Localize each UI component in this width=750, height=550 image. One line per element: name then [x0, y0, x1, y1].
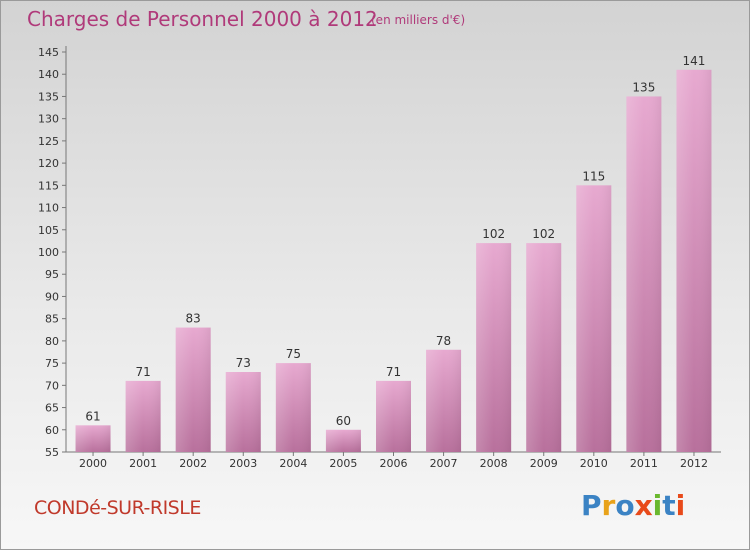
x-tick-label: 2006: [380, 457, 408, 470]
bar-value-label: 71: [386, 365, 401, 379]
x-tick-label: 2012: [680, 457, 708, 470]
y-tick-label: 100: [38, 246, 59, 259]
y-tick-label: 140: [38, 68, 59, 81]
bar-value-label: 73: [236, 356, 251, 370]
y-tick-label: 145: [38, 46, 59, 59]
bar-shine: [225, 372, 261, 452]
logo-letter: t: [662, 489, 676, 522]
proxiti-logo: Proxiti: [581, 489, 685, 522]
x-tick-label: 2000: [79, 457, 107, 470]
x-tick-label: 2009: [530, 457, 558, 470]
bar-shine: [426, 349, 462, 452]
bar-value-label: 60: [336, 414, 351, 428]
logo-letter: o: [615, 489, 635, 522]
y-tick-label: 90: [45, 290, 59, 303]
bar-shine: [676, 69, 712, 453]
x-tick-label: 2008: [480, 457, 508, 470]
x-tick-label: 2007: [430, 457, 458, 470]
x-tick-label: 2011: [630, 457, 658, 470]
y-tick-label: 80: [45, 335, 59, 348]
y-tick-label: 55: [45, 446, 59, 459]
x-tick-label: 2002: [179, 457, 207, 470]
y-tick-label: 75: [45, 357, 59, 370]
y-tick-label: 95: [45, 268, 59, 281]
y-tick-label: 85: [45, 313, 59, 326]
bar-shine: [175, 327, 211, 452]
logo-letter: x: [634, 489, 653, 522]
logo-letter: i: [652, 489, 663, 522]
logo-letter: i: [675, 489, 686, 522]
y-tick-label: 115: [38, 179, 59, 192]
bar-shine: [325, 429, 361, 452]
bar-value-label: 78: [436, 334, 451, 348]
logo-letter: P: [581, 489, 602, 522]
bar-shine: [526, 243, 562, 452]
y-tick-label: 60: [45, 424, 59, 437]
x-tick-label: 2010: [580, 457, 608, 470]
x-tick-label: 2005: [329, 457, 357, 470]
y-tick-label: 65: [45, 402, 59, 415]
x-tick-label: 2001: [129, 457, 157, 470]
chart-subtitle: (en milliers d'€): [371, 13, 466, 27]
y-tick-label: 110: [38, 202, 59, 215]
y-tick-label: 130: [38, 113, 59, 126]
bar-value-label: 135: [632, 80, 655, 94]
bar-value-label: 61: [85, 409, 100, 423]
place-name: CONDé-SUR-RISLE: [34, 497, 201, 519]
bar-shine: [626, 96, 662, 452]
y-tick-label: 70: [45, 379, 59, 392]
bar-shine: [75, 425, 111, 452]
bar-shine: [576, 185, 612, 453]
logo-letter: r: [601, 489, 616, 522]
bar-value-label: 141: [683, 54, 706, 68]
bar-value-label: 75: [286, 347, 301, 361]
bar-shine: [275, 363, 311, 452]
bar-shine: [476, 243, 512, 452]
x-tick-label: 2003: [229, 457, 257, 470]
y-tick-label: 120: [38, 157, 59, 170]
y-tick-label: 135: [38, 90, 59, 103]
bar-shine: [125, 380, 161, 452]
bar-shine: [376, 380, 411, 452]
bar-value-label: 83: [186, 312, 201, 326]
bar-value-label: 102: [482, 227, 505, 241]
bar-value-label: 115: [582, 169, 605, 183]
y-tick-label: 105: [38, 224, 59, 237]
bar-value-label: 71: [135, 365, 150, 379]
bar-value-label: 102: [532, 227, 555, 241]
x-tick-label: 2004: [279, 457, 307, 470]
y-tick-label: 125: [38, 135, 59, 148]
chart-title: Charges de Personnel 2000 à 2012: [27, 7, 378, 31]
